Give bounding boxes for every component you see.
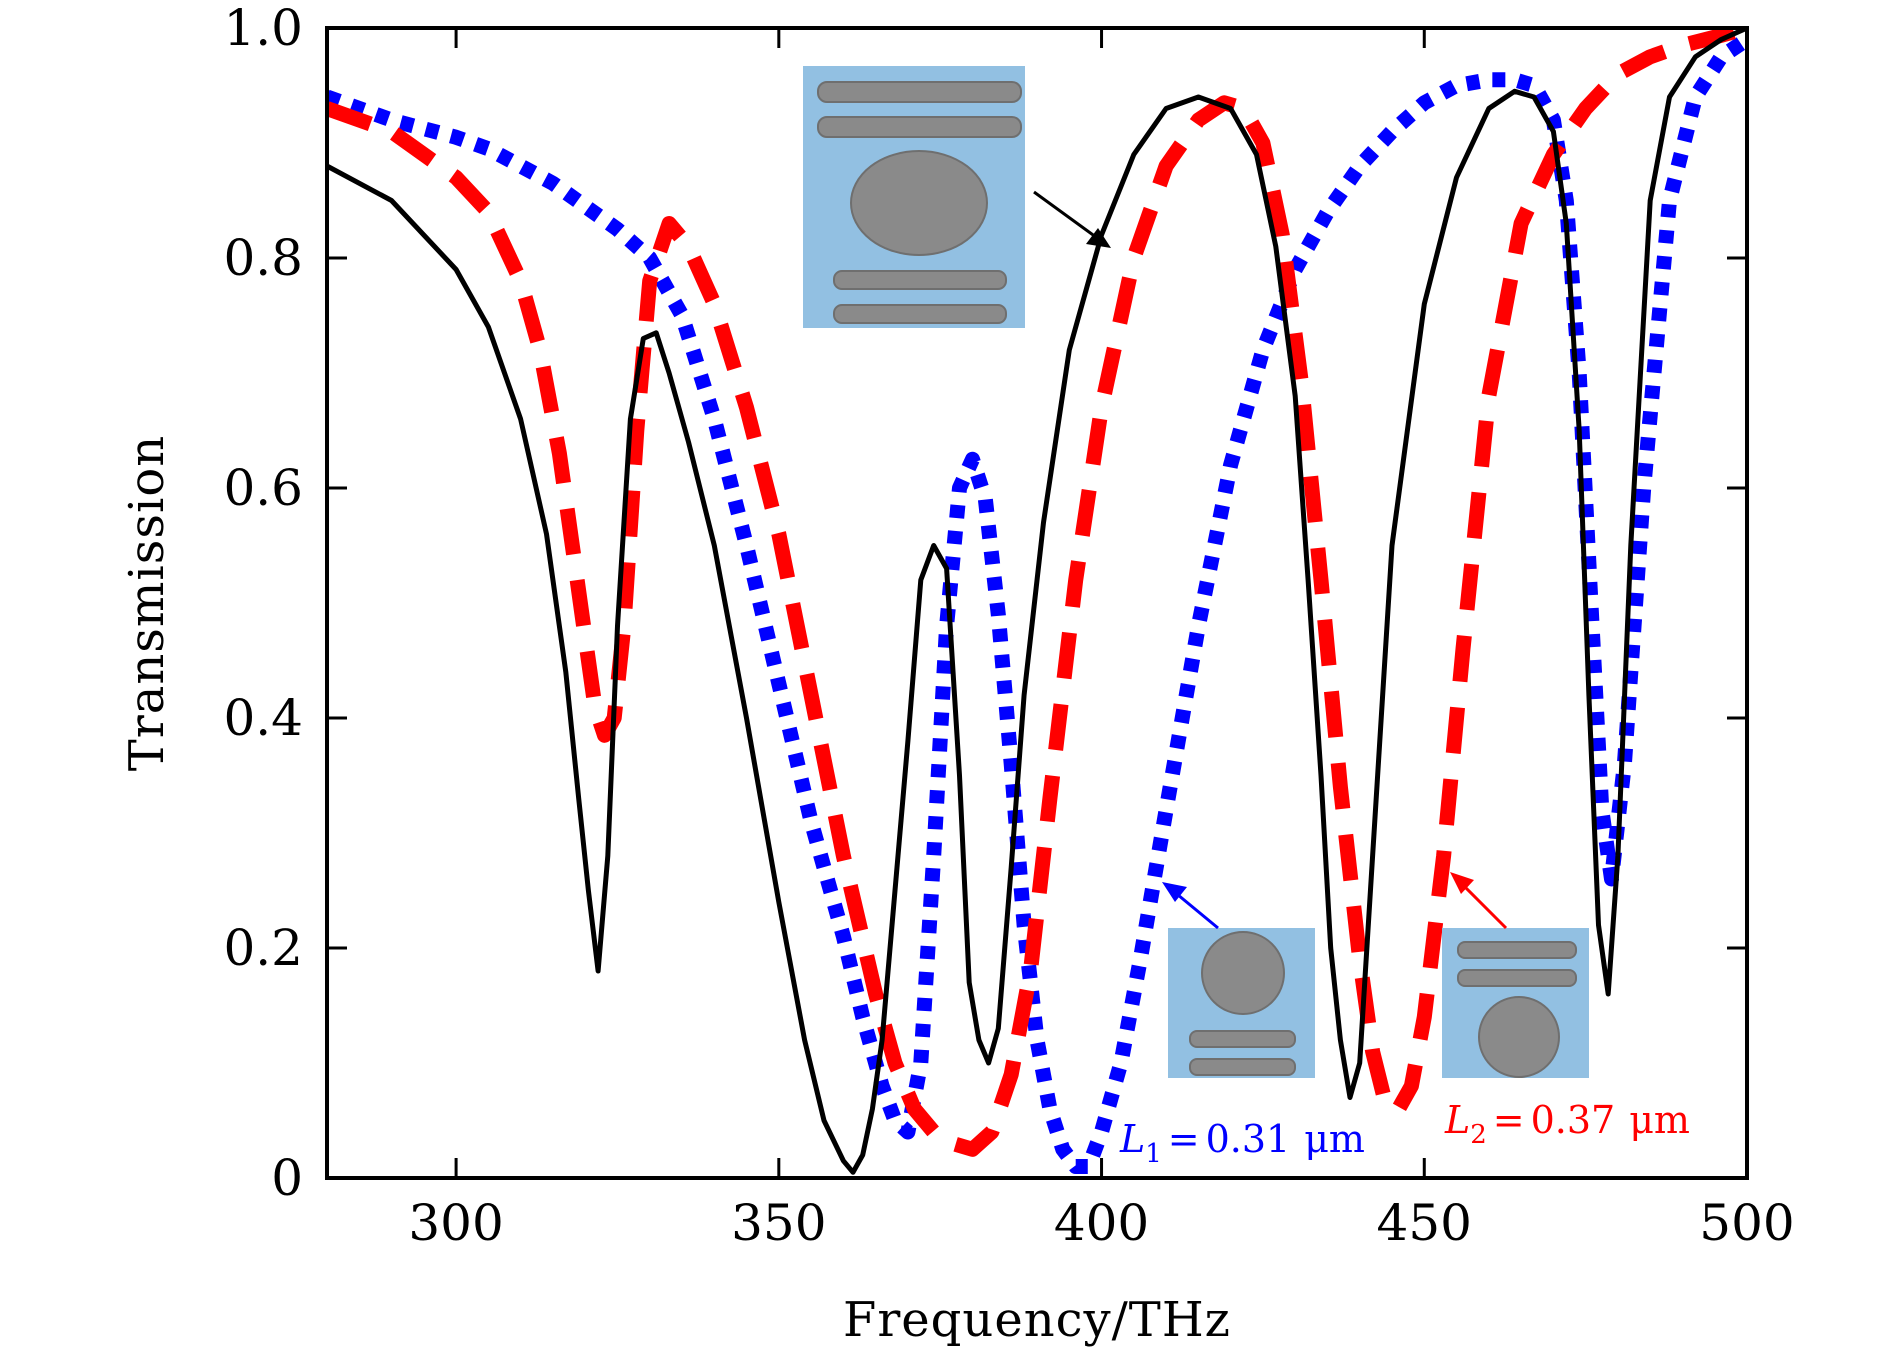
x-tick-label: 300 (408, 1194, 503, 1252)
inset-structure-l1 (1168, 928, 1315, 1078)
arrow-main (1033, 190, 1111, 248)
arrow-l1 (1162, 882, 1219, 930)
series-line-solid (327, 28, 1747, 1175)
inset-structure-main (803, 66, 1025, 328)
x-tick-label: 450 (1377, 1194, 1472, 1252)
series-line-dashed (327, 28, 1747, 1157)
y-tick-label: 0.8 (223, 229, 303, 287)
y-axis-title: Transmission (119, 435, 175, 771)
y-tick-label: 0.2 (223, 919, 303, 977)
annotation-l1: L1 = 0.31 μm (1119, 1117, 1365, 1169)
y-tick-label: 1.0 (223, 0, 303, 57)
y-tick-label: 0.6 (223, 459, 303, 517)
y-tick-label: 0 (271, 1149, 303, 1207)
annotation-l2: L2 = 0.37 μm (1444, 1098, 1690, 1150)
arrow-l2 (1450, 872, 1508, 930)
x-tick-label: 500 (1699, 1194, 1794, 1252)
series-layer (327, 28, 1747, 1175)
x-tick-label: 350 (731, 1194, 826, 1252)
y-tick-label: 0.4 (223, 689, 303, 747)
plot-frame (325, 26, 1749, 1180)
x-axis-title: Frequency/THz (843, 1292, 1231, 1347)
x-tick-label: 400 (1054, 1194, 1149, 1252)
ticks-layer: 300 350 400 450 500 0 0.2 0.4 0.6 0.8 1.0 (223, 0, 1794, 1252)
series-line-dotted (327, 33, 1747, 1174)
inset-structure-l2 (1442, 928, 1589, 1078)
